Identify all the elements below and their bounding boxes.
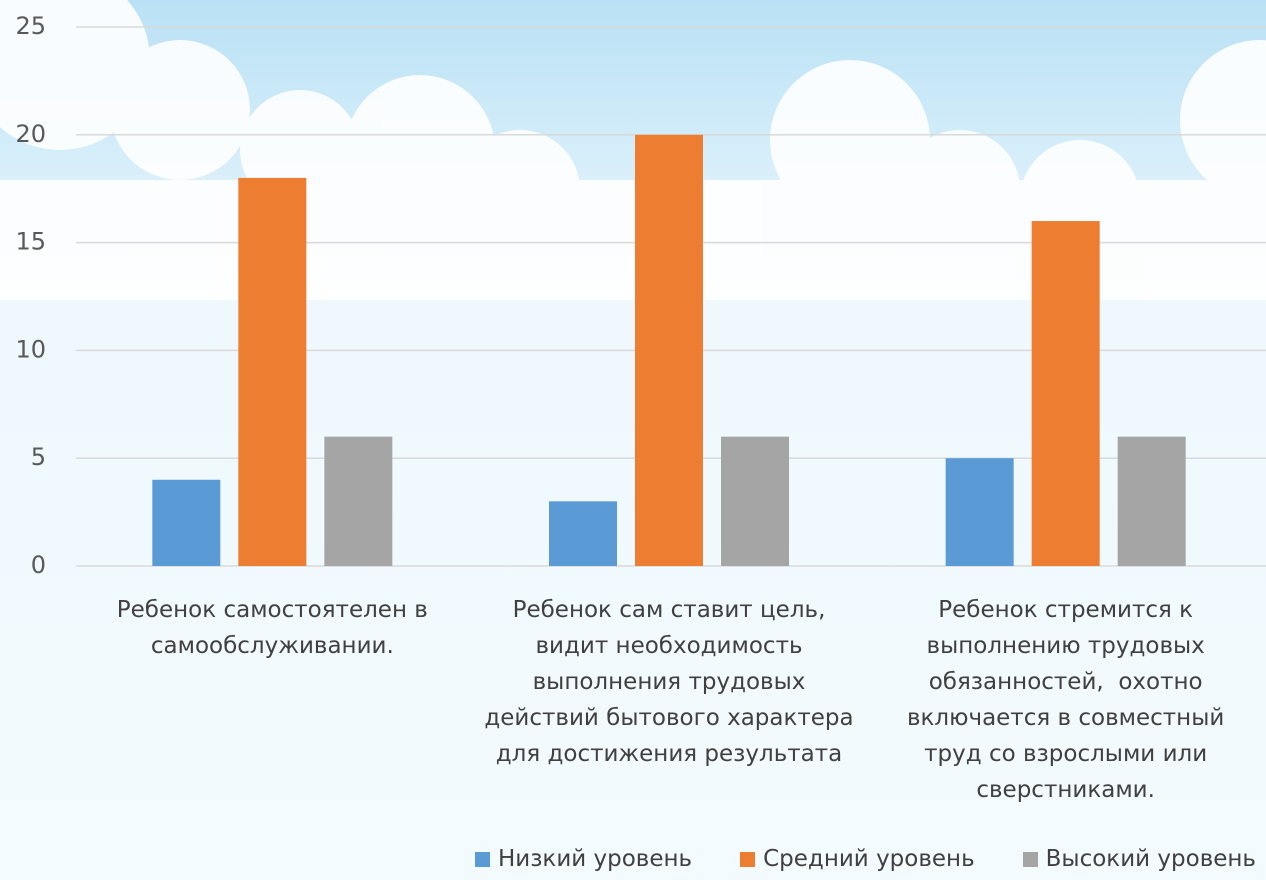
page: 0 5 10 15 20 25 Ребенок самостоятелен в самоо… — [0, 0, 1266, 880]
bar — [1032, 221, 1100, 566]
bar — [946, 458, 1014, 566]
legend-label: Низкий уровень — [498, 846, 692, 872]
x-tick-label: Ребенок стремится к выполнению трудовых … — [881, 592, 1251, 808]
bar — [324, 437, 392, 566]
y-tick-label: 5 — [31, 443, 46, 471]
bar — [152, 480, 220, 566]
legend-item: Средний уровень — [740, 846, 975, 872]
legend-swatch — [740, 852, 755, 867]
legend-swatch — [1023, 852, 1038, 867]
x-tick-label: Ребенок сам ставит цель, видит необходим… — [484, 592, 854, 772]
bar — [549, 501, 617, 566]
legend-label: Высокий уровень — [1046, 846, 1256, 872]
y-tick-label: 10 — [15, 335, 46, 363]
y-tick-label: 20 — [15, 120, 46, 148]
bar — [238, 178, 306, 566]
legend-item: Высокий уровень — [1023, 846, 1256, 872]
bar — [721, 437, 789, 566]
x-tick-label: Ребенок самостоятелен в самообслуживании… — [87, 592, 457, 664]
y-tick-label: 0 — [31, 551, 46, 579]
legend-swatch — [475, 852, 490, 867]
legend-label: Средний уровень — [763, 846, 975, 872]
y-tick-label: 15 — [15, 228, 46, 256]
bar — [1118, 437, 1186, 566]
y-tick-label: 25 — [15, 12, 46, 40]
legend: Низкий уровень Средний уровень Высокий уро… — [475, 846, 1256, 872]
legend-item: Низкий уровень — [475, 846, 692, 872]
bar — [635, 135, 703, 566]
